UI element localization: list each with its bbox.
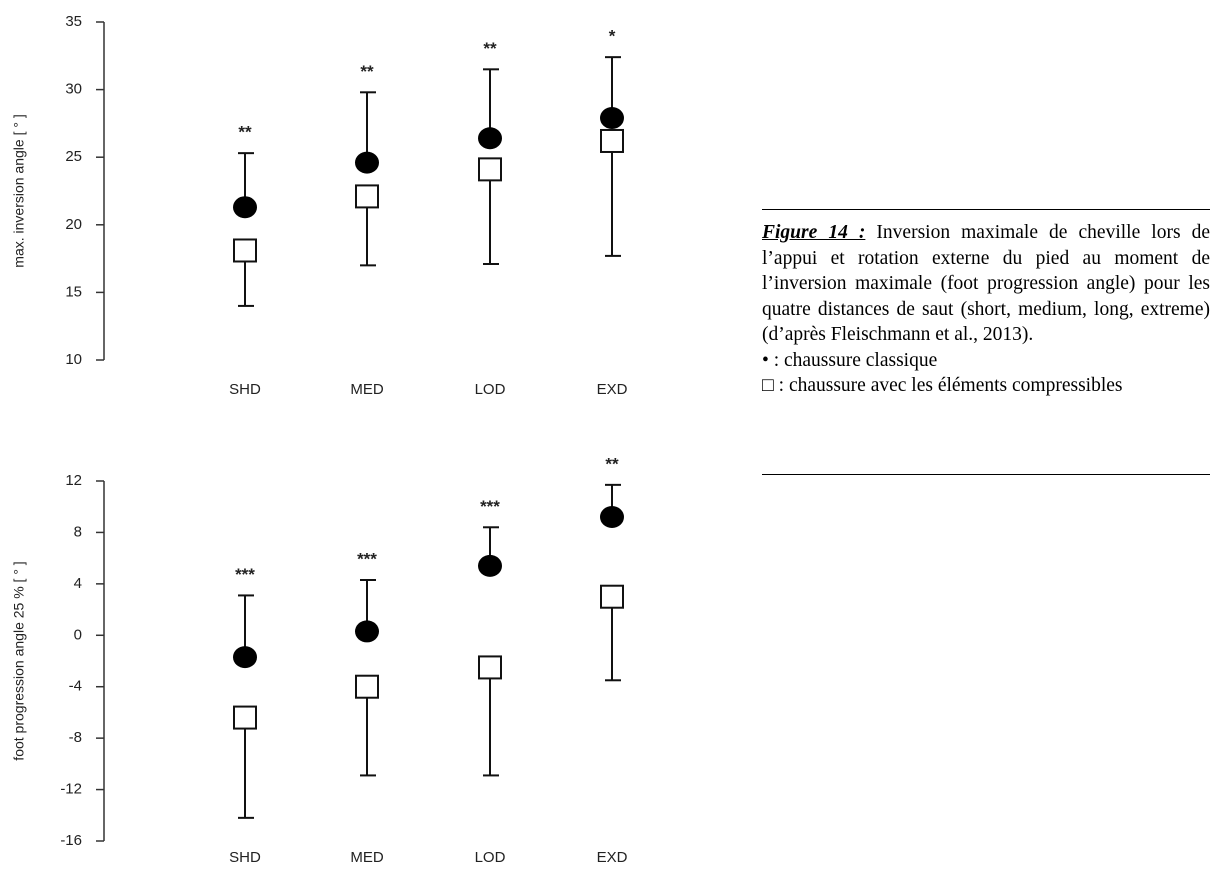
dot xyxy=(355,620,379,643)
dot xyxy=(478,127,502,150)
y-tick-label: -12 xyxy=(60,781,82,798)
significance: ** xyxy=(360,62,374,81)
dot xyxy=(478,554,502,577)
square xyxy=(600,128,624,153)
y-tick-label: 4 xyxy=(74,575,82,592)
y-tick-label: 20 xyxy=(65,216,82,233)
square xyxy=(478,655,502,680)
legend-item: • : chaussure classique xyxy=(762,349,938,371)
significance: ** xyxy=(483,39,497,58)
dot xyxy=(600,106,624,129)
caption-text: Inversion maximale de cheville lors de l… xyxy=(762,222,1210,345)
y-tick-label: 10 xyxy=(65,351,82,368)
x-tick-label: LOD xyxy=(475,381,506,398)
y-axis-label: max. inversion angle [ ° ] xyxy=(11,114,27,267)
significance: *** xyxy=(235,565,255,584)
significance: *** xyxy=(480,497,500,516)
y-tick-label: 15 xyxy=(65,283,82,300)
charts: max. inversion angle [ ° ] 10 15 20 25 30 35 SH… xyxy=(11,13,628,866)
x-tick-label: SHD xyxy=(229,849,261,866)
square xyxy=(478,157,502,182)
y-tick-label: 35 xyxy=(65,13,82,30)
x-tick-label: LOD xyxy=(475,849,506,866)
x-tick-label: SHD xyxy=(229,381,261,398)
legend-item: □ : chaussure avec les éléments compress… xyxy=(762,375,1123,396)
square xyxy=(233,238,257,263)
figure-label: Figure 14 : xyxy=(762,222,866,243)
y-tick-label: -4 xyxy=(69,678,82,695)
y-tick-label: 25 xyxy=(65,148,82,165)
y-tick-label: 0 xyxy=(74,626,82,643)
y-tick-label: 8 xyxy=(74,523,82,540)
y-axis-label: foot progression angle 25 % [ ° ] xyxy=(11,561,27,760)
dot xyxy=(355,151,379,174)
dot xyxy=(600,506,624,528)
square xyxy=(355,674,379,699)
square xyxy=(600,584,624,609)
significance: ** xyxy=(605,454,619,473)
x-tick-label: EXD xyxy=(597,381,628,398)
square xyxy=(233,705,257,730)
caption-body: Figure 14 : Inversion maximale de chevil… xyxy=(762,220,1210,348)
significance: ** xyxy=(238,123,252,142)
x-tick-label: EXD xyxy=(597,849,628,866)
x-tick-label: MED xyxy=(350,381,384,398)
y-tick-label: -8 xyxy=(69,729,82,746)
significance: * xyxy=(609,27,616,46)
y-tick-label: -16 xyxy=(60,832,82,849)
caption: Figure 14 : Inversion maximale de chevil… xyxy=(762,209,1210,475)
dot xyxy=(233,646,257,669)
dot xyxy=(233,196,257,219)
x-tick-label: MED xyxy=(350,849,384,866)
square xyxy=(355,184,379,209)
y-tick-label: 30 xyxy=(65,81,82,98)
y-tick-label: 12 xyxy=(65,472,82,489)
significance: *** xyxy=(357,549,377,568)
